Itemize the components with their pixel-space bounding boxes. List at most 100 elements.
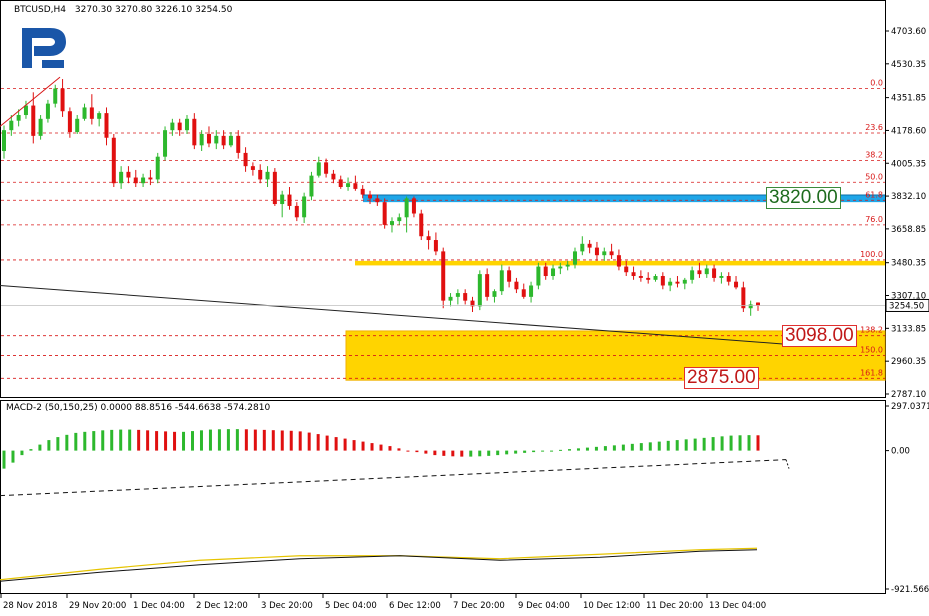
candle-body: [346, 183, 351, 187]
candle-body: [572, 251, 577, 265]
candle-body: [756, 302, 760, 306]
candle-body: [97, 113, 102, 119]
macd-bar: [316, 434, 320, 451]
time-tick-label-4: 3 Dec 20:00: [261, 601, 313, 611]
candle-body: [60, 88, 65, 112]
price-tick-label-11: 2787.10: [891, 390, 926, 400]
candle-body: [411, 198, 416, 214]
macd-bar: [146, 430, 150, 451]
macd-bar: [532, 450, 536, 453]
broker-logo-icon: [22, 28, 66, 68]
price-tick-label-0: 4703.60: [891, 27, 926, 37]
macd-bar: [621, 444, 625, 451]
candle-body: [507, 270, 512, 282]
candle-body: [331, 173, 336, 180]
candle-body: [653, 276, 658, 280]
macd-bar: [648, 442, 652, 451]
macd-bar: [720, 436, 724, 451]
macd-bar: [38, 444, 42, 451]
macd-label: MACD-2 (50,150,25) 0.0000 88.8516 -544.6…: [6, 403, 271, 413]
candle-body: [529, 285, 534, 297]
macd-bar: [541, 450, 545, 452]
fib-label-7: 138.2: [860, 326, 883, 335]
candle-body: [236, 135, 241, 153]
macd-bar: [2, 450, 6, 469]
macd-bar: [56, 437, 60, 451]
candle-body: [214, 135, 219, 144]
candle-body: [9, 120, 14, 131]
candle-body: [155, 156, 160, 180]
candle-body: [624, 266, 629, 273]
candle-body: [53, 88, 58, 104]
candle-body: [287, 194, 292, 206]
candle-body: [324, 162, 329, 174]
macd-bar: [29, 449, 33, 451]
candle-body: [668, 281, 673, 286]
zones-layer: [345, 194, 886, 381]
candle-body: [448, 296, 453, 301]
macd-tick-label-1: 0.00: [891, 447, 910, 457]
target-tag-mid: 3098.00: [782, 325, 857, 347]
macd-bar: [343, 438, 347, 451]
candle-body: [192, 118, 197, 146]
candle-body: [177, 122, 182, 131]
macd-bar: [514, 450, 518, 454]
candle-body: [302, 196, 307, 218]
time-tick-label-2: 1 Dec 04:00: [133, 601, 185, 611]
candle-body: [38, 118, 43, 136]
macd-bar: [262, 429, 266, 451]
candle-body: [258, 169, 263, 180]
candle-body: [309, 175, 314, 197]
macd-bar: [630, 443, 634, 451]
macd-bar: [702, 437, 706, 451]
macd-bar: [325, 435, 329, 451]
macd-bar: [307, 432, 311, 451]
macd-bar: [244, 429, 248, 451]
macd-bar: [334, 437, 338, 451]
macd-bar: [280, 430, 284, 451]
macd-bar: [137, 429, 141, 451]
candle-body: [126, 171, 131, 178]
price-tick-label-9: 3133.85: [891, 324, 926, 334]
candle-body: [280, 194, 285, 205]
macd-bar: [747, 435, 751, 451]
fib-label-3: 50.0: [865, 172, 883, 181]
candle-body: [16, 115, 21, 121]
time-tick-label-8: 9 Dec 04:00: [518, 601, 570, 611]
macd-bar: [675, 440, 679, 451]
macd-bar: [235, 429, 239, 451]
macd-bar: [433, 450, 437, 456]
trend-layer: [0, 76, 885, 345]
candle-body: [368, 194, 373, 199]
candle-body: [243, 152, 248, 167]
candle-body: [163, 130, 168, 157]
macd-bar: [594, 446, 598, 451]
candle-body: [89, 107, 94, 119]
ohlc-values: 3270.30 3270.80 3226.10 3254.50: [74, 5, 233, 15]
time-tick-label-9: 10 Dec 12:00: [583, 601, 640, 611]
macd-bar: [388, 446, 392, 451]
candle-body: [441, 251, 446, 301]
candle-body: [704, 268, 709, 275]
time-tick-label-3: 2 Dec 12:00: [196, 601, 248, 611]
macd-bar: [379, 444, 383, 451]
candle-body: [587, 243, 592, 248]
macd-bar: [128, 429, 132, 451]
macd-bar: [496, 450, 500, 456]
candle-body: [499, 270, 504, 292]
candle-body: [455, 293, 460, 297]
macd-bar: [361, 441, 365, 451]
macd-bar: [370, 443, 374, 451]
candle-body: [565, 264, 570, 267]
macd-bar: [711, 437, 715, 451]
candle-body: [250, 166, 255, 170]
candle-body: [682, 279, 687, 284]
candle-body: [712, 268, 717, 278]
candle-body: [543, 266, 548, 277]
candle-body: [485, 274, 490, 297]
macd-bar: [173, 431, 177, 451]
macd-bar: [550, 450, 554, 452]
macd-bar: [182, 431, 186, 451]
candle-body: [67, 111, 72, 133]
macd-bar: [199, 430, 203, 451]
